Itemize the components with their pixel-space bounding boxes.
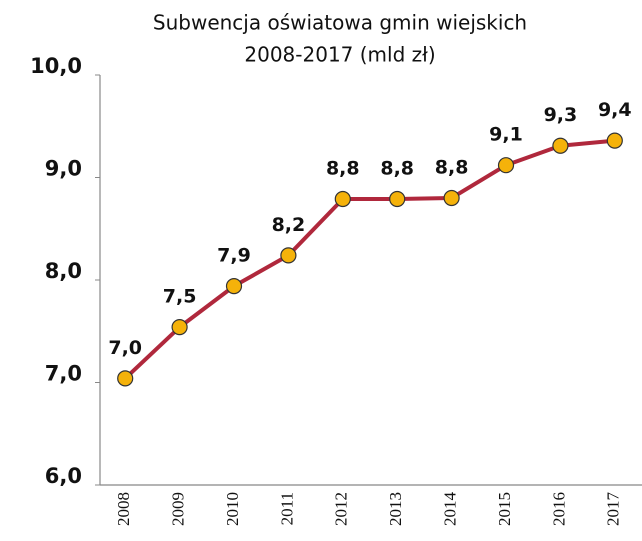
value-label: 8,8: [435, 157, 469, 179]
chart-subtitle: 2008-2017 (mld zł): [244, 43, 435, 67]
marker: [389, 190, 406, 208]
marker: [497, 157, 515, 174]
x-tick-label: 2016: [549, 492, 568, 526]
x-tick-label: 2012: [332, 492, 351, 526]
y-tick-label: 7,0: [45, 362, 82, 386]
marker: [606, 132, 623, 149]
value-label: 8,2: [272, 214, 306, 236]
value-label: 9,3: [544, 104, 578, 126]
marker: [334, 190, 351, 208]
y-tick-label: 10,0: [30, 54, 82, 78]
x-tick-label: 2014: [441, 492, 460, 527]
value-label: 8,8: [380, 158, 414, 180]
value-label: 9,1: [489, 124, 523, 146]
value-label: 9,4: [598, 99, 632, 121]
value-label: 8,8: [326, 158, 360, 180]
line: [123, 138, 615, 380]
x-tick-label: 2017: [604, 492, 623, 527]
x-tick-label: 2013: [386, 492, 405, 526]
y-tick-label: 9,0: [45, 157, 82, 181]
marker: [117, 370, 134, 387]
x-tick-label: 2008: [114, 492, 133, 526]
chart-title: Subwencja oświatowa gmin wiejskich: [153, 11, 527, 35]
marker: [280, 247, 297, 264]
y-tick-label: 8,0: [45, 259, 82, 283]
x-tick-label: 2011: [277, 492, 296, 525]
x-tick-label: 2015: [495, 492, 514, 526]
marker: [443, 189, 460, 207]
x-tick-label: 2010: [223, 492, 242, 526]
value-label: 7,5: [163, 286, 197, 308]
marker: [171, 319, 188, 336]
marker: [225, 278, 243, 295]
x-tick-label: 2009: [169, 492, 188, 526]
value-label: 7,0: [108, 337, 142, 359]
value-label: 7,9: [217, 245, 251, 267]
marker: [552, 137, 569, 154]
y-tick-label: 6,0: [45, 464, 82, 488]
